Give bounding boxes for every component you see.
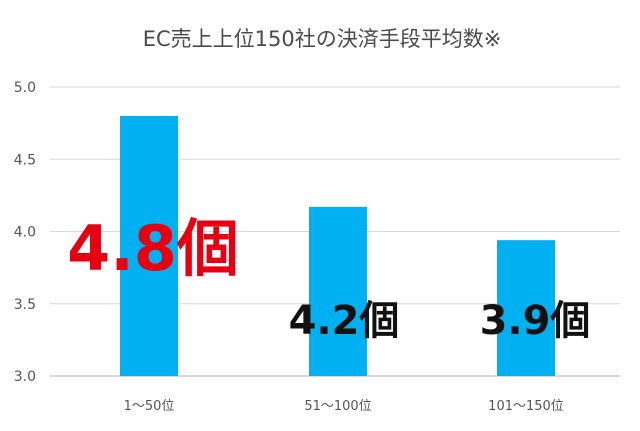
y-tick-label: 3.5 (14, 297, 36, 313)
bar (309, 206, 367, 376)
bar (497, 240, 555, 376)
y-tick-label: 3.0 (14, 369, 36, 385)
data-label: 4.8個 (67, 212, 239, 285)
y-tick-label: 4.5 (14, 152, 36, 168)
x-tick-label: 51～100位 (304, 399, 371, 414)
y-tick-label: 4.0 (14, 225, 36, 241)
chart-title: EC売上上位150社の決済手段平均数※ (143, 27, 502, 51)
x-tick-label: 1～50位 (124, 399, 175, 414)
data-labels: 4.8個 4.2個 3.9個 (67, 212, 590, 344)
data-label: 3.9個 (480, 298, 591, 344)
data-label: 4.2個 (289, 298, 400, 344)
y-axis-ticks: 3.0 3.5 4.0 4.5 5.0 (14, 80, 36, 385)
y-tick-label: 5.0 (14, 80, 36, 96)
bar (120, 115, 178, 377)
bars (120, 115, 555, 377)
x-tick-label: 101～150位 (488, 399, 564, 414)
x-axis-labels: 1～50位 51～100位 101～150位 (124, 399, 564, 414)
